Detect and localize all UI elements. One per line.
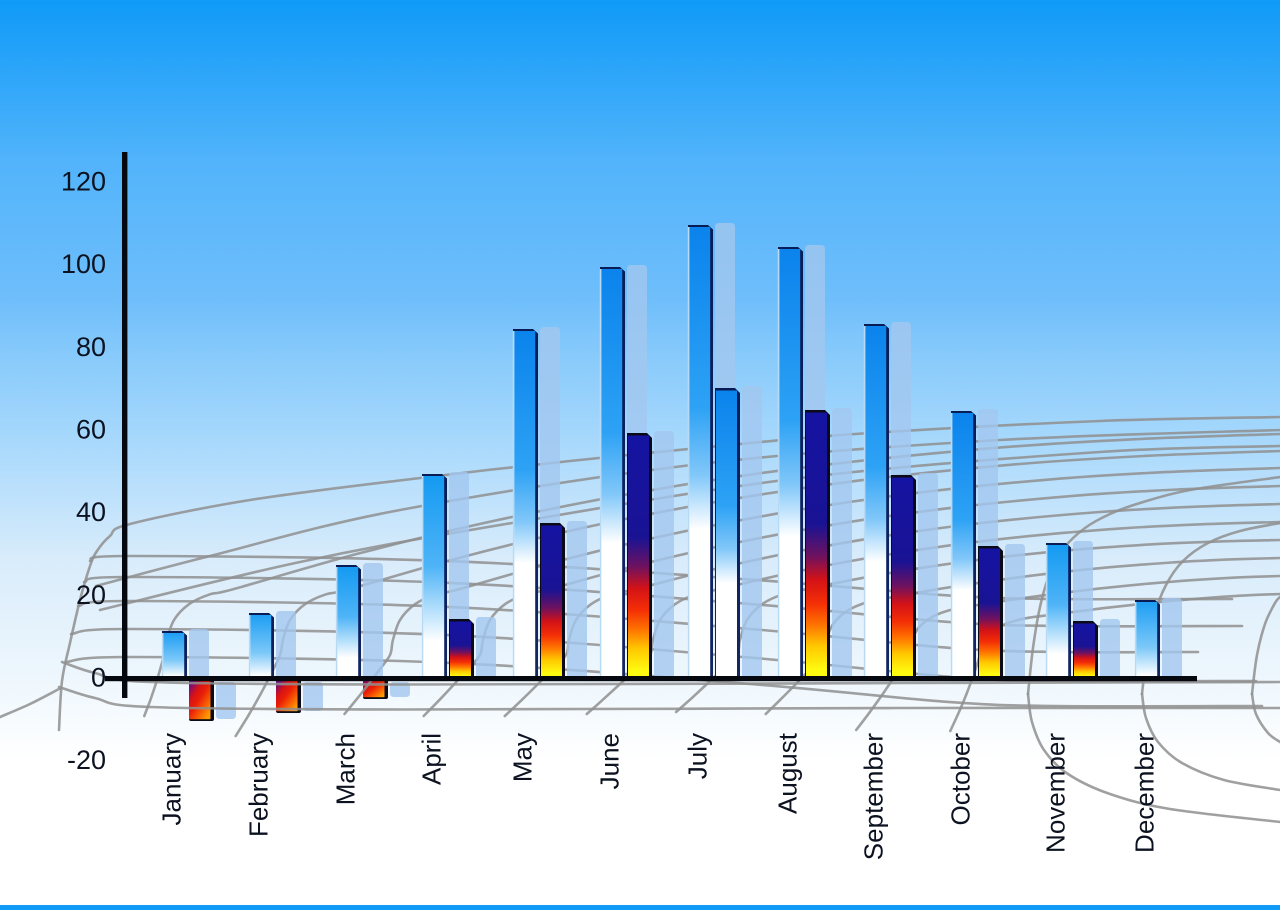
svg-text:October: October — [946, 733, 976, 826]
svg-text:20: 20 — [76, 580, 106, 610]
svg-text:April: April — [417, 733, 447, 785]
svg-text:-20: -20 — [67, 745, 106, 775]
svg-text:120: 120 — [61, 167, 106, 197]
svg-text:60: 60 — [76, 415, 106, 445]
svg-text:July: July — [683, 733, 713, 779]
svg-text:November: November — [1041, 733, 1071, 853]
svg-text:40: 40 — [76, 497, 106, 527]
svg-text:August: August — [773, 732, 803, 814]
svg-text:September: September — [859, 733, 889, 861]
svg-text:December: December — [1130, 733, 1160, 853]
svg-text:0: 0 — [91, 663, 106, 693]
svg-text:80: 80 — [76, 332, 106, 362]
svg-text:March: March — [331, 733, 361, 805]
svg-text:100: 100 — [61, 249, 106, 279]
svg-text:January: January — [157, 733, 187, 826]
svg-text:May: May — [508, 733, 538, 782]
svg-text:February: February — [244, 733, 274, 837]
svg-text:June: June — [595, 733, 625, 789]
